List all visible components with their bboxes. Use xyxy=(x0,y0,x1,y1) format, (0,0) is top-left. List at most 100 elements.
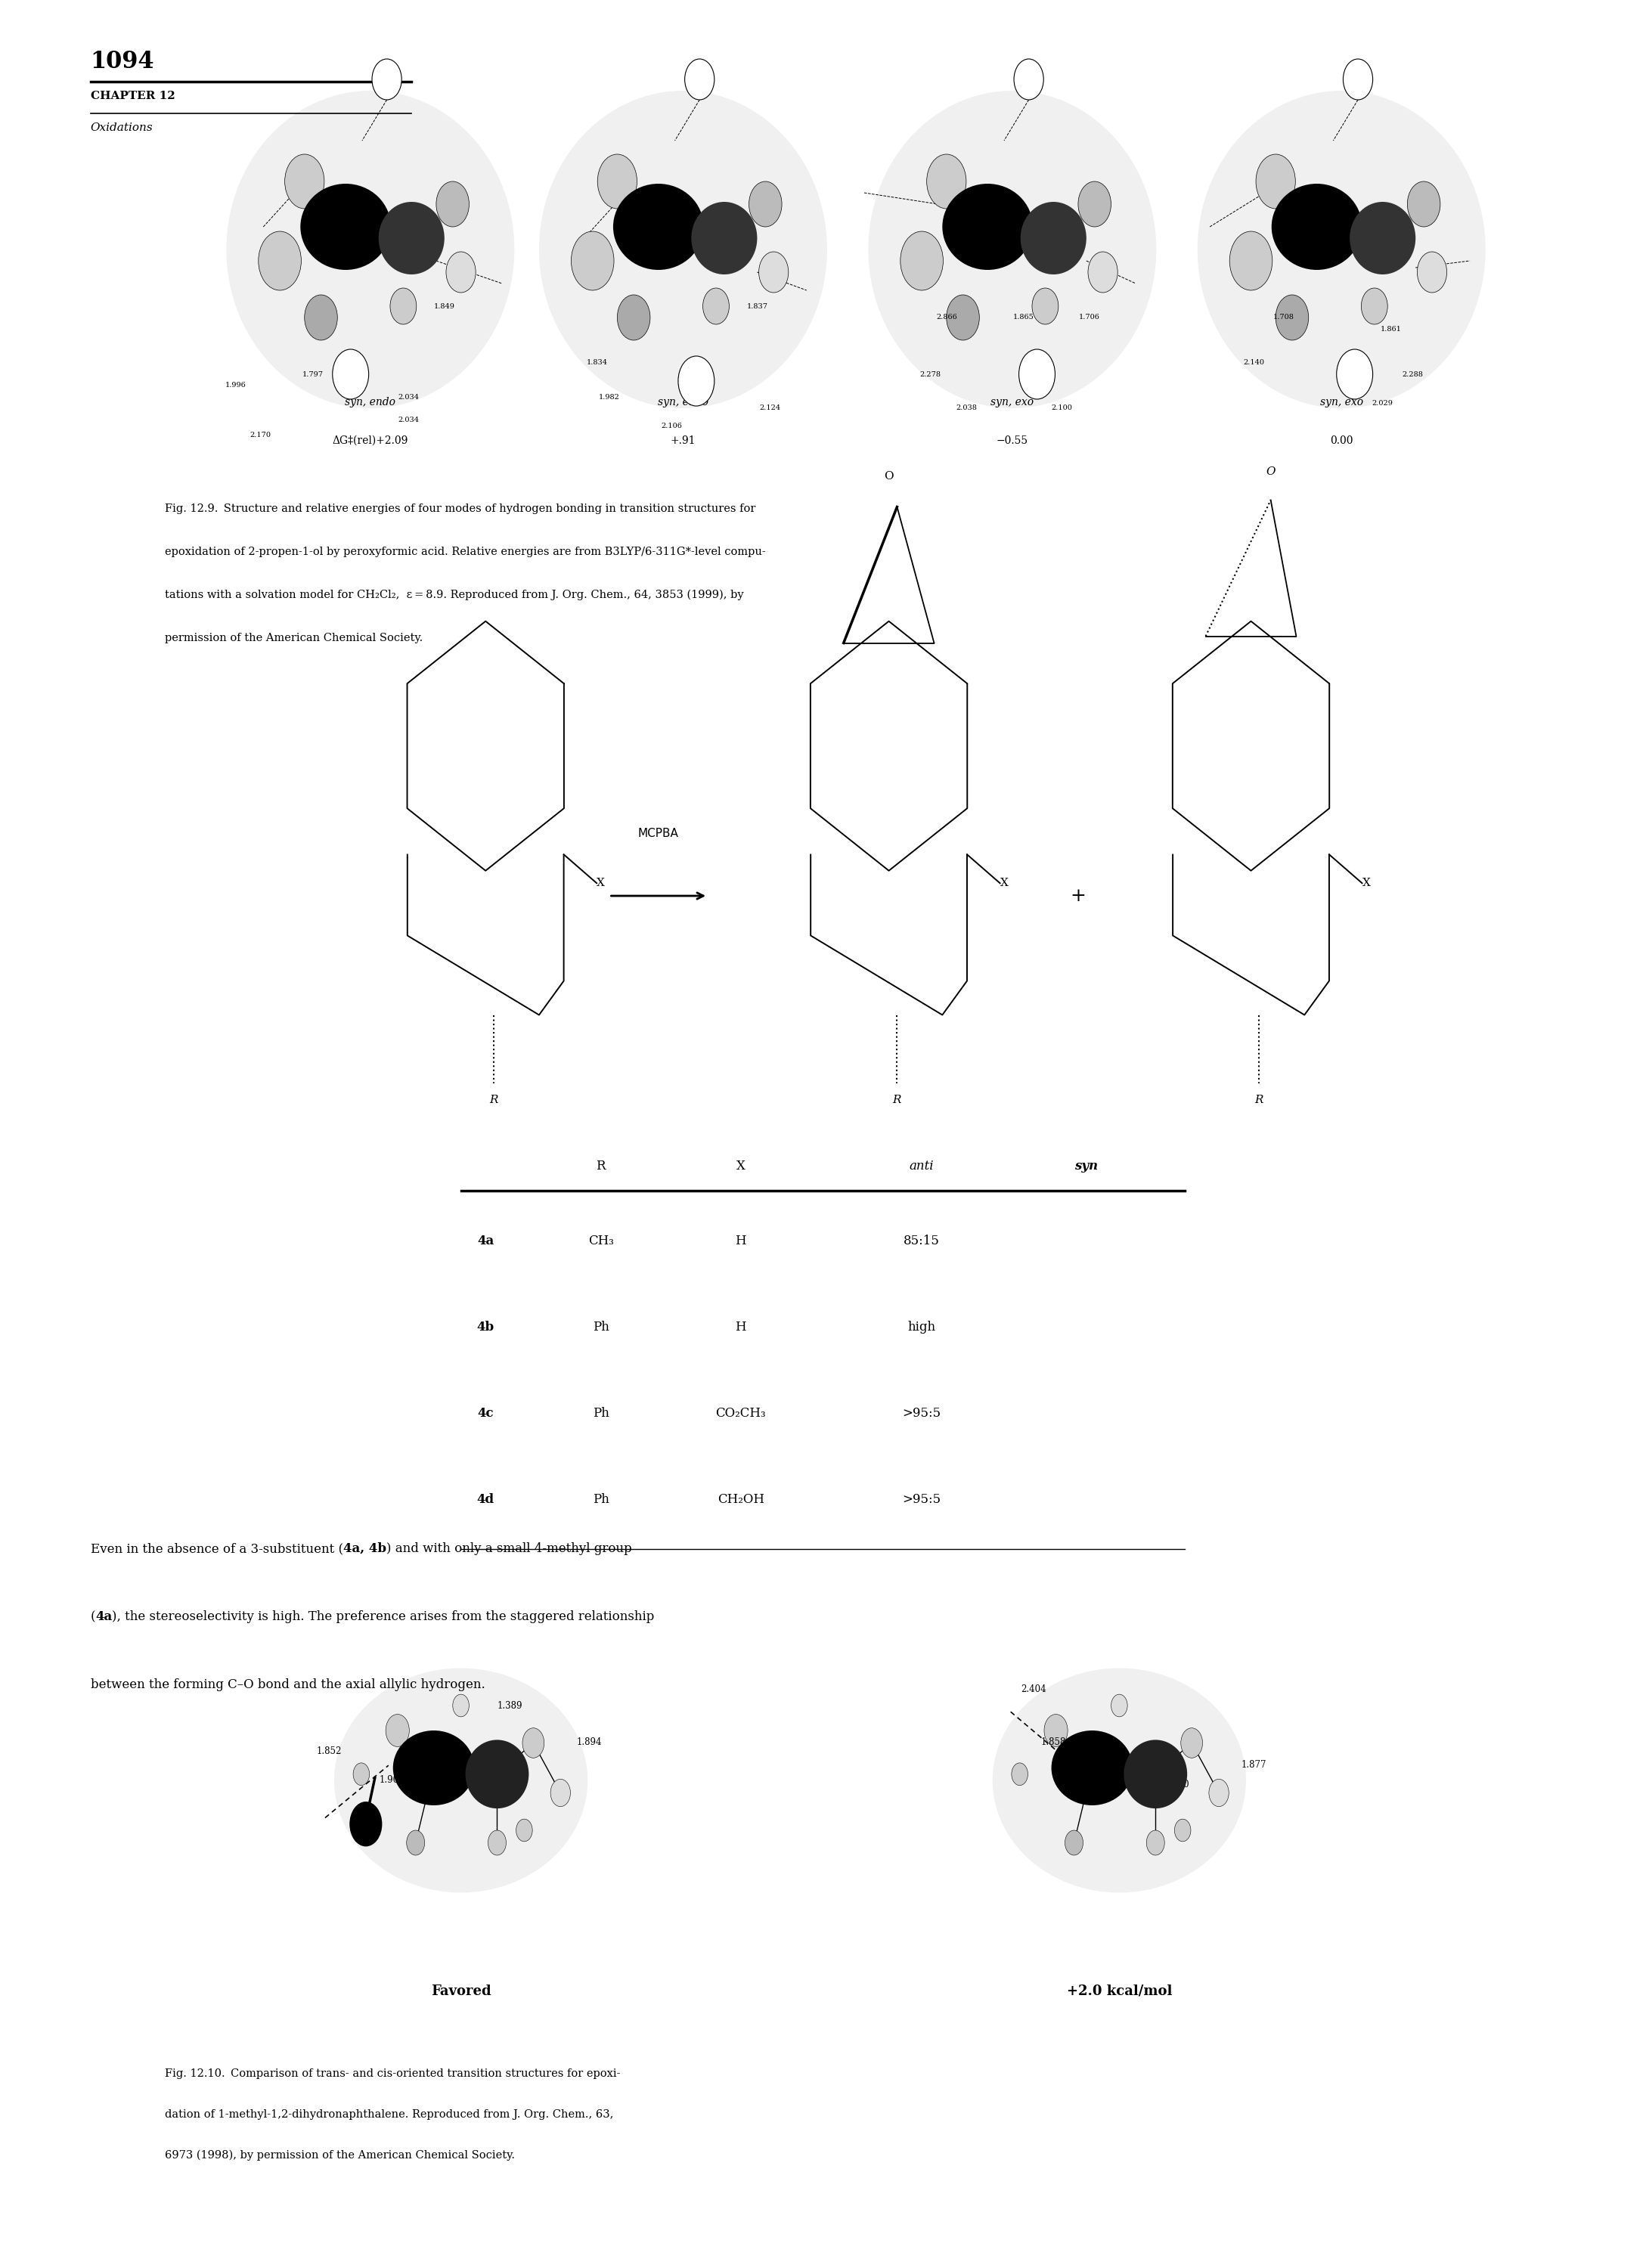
Text: 2.404: 2.404 xyxy=(1021,1685,1047,1694)
Circle shape xyxy=(349,1801,382,1846)
Text: ), the stereoselectivity is high. The preference arises from the staggered relat: ), the stereoselectivity is high. The pr… xyxy=(112,1610,655,1624)
Text: 0.00: 0.00 xyxy=(1330,435,1353,447)
Text: 1.894: 1.894 xyxy=(576,1737,602,1746)
Text: 4c: 4c xyxy=(477,1406,494,1420)
Text: +2.0 kcal/mol: +2.0 kcal/mol xyxy=(1067,1984,1172,1998)
Ellipse shape xyxy=(226,91,514,408)
Text: 4a, 4b: 4a, 4b xyxy=(342,1542,387,1556)
Text: 4a: 4a xyxy=(477,1234,494,1247)
Circle shape xyxy=(332,349,369,399)
Text: H: H xyxy=(736,1320,746,1334)
Circle shape xyxy=(446,252,476,293)
Text: −0.55: −0.55 xyxy=(996,435,1029,447)
Text: between the forming C–O bond and the axial allylic hydrogen.: between the forming C–O bond and the axi… xyxy=(91,1678,486,1692)
Text: R: R xyxy=(892,1095,902,1105)
Ellipse shape xyxy=(1350,202,1416,274)
Circle shape xyxy=(1012,1762,1027,1785)
Circle shape xyxy=(354,1762,369,1785)
Text: 2.278: 2.278 xyxy=(920,370,940,376)
Circle shape xyxy=(258,231,301,290)
Text: 1.982: 1.982 xyxy=(599,395,619,399)
Circle shape xyxy=(703,288,729,324)
Circle shape xyxy=(1065,1830,1083,1855)
Ellipse shape xyxy=(334,1669,588,1892)
Text: Ph: Ph xyxy=(593,1492,609,1506)
Circle shape xyxy=(1088,252,1118,293)
Text: 1.706: 1.706 xyxy=(1080,315,1100,322)
Text: syn, endo: syn, endo xyxy=(346,397,395,408)
Circle shape xyxy=(678,356,714,406)
Circle shape xyxy=(489,1830,507,1855)
Circle shape xyxy=(436,181,469,227)
Text: 2.029: 2.029 xyxy=(1373,399,1393,408)
Ellipse shape xyxy=(379,202,444,274)
Text: X: X xyxy=(1001,878,1007,889)
Ellipse shape xyxy=(691,202,757,274)
Text: 2.038: 2.038 xyxy=(956,404,976,413)
Circle shape xyxy=(1180,1728,1203,1758)
Text: Fig. 12.10. Comparison of trans- and cis-oriented transition structures for epox: Fig. 12.10. Comparison of trans- and cis… xyxy=(165,2068,621,2080)
Text: Ph: Ph xyxy=(593,1320,609,1334)
Circle shape xyxy=(1361,288,1388,324)
Text: O: O xyxy=(884,472,894,481)
Text: 1.877: 1.877 xyxy=(1241,1760,1267,1769)
Text: 1.389: 1.389 xyxy=(497,1701,523,1710)
Text: R: R xyxy=(596,1159,606,1173)
Text: 1.797: 1.797 xyxy=(303,370,323,376)
Circle shape xyxy=(1111,1694,1128,1717)
Ellipse shape xyxy=(869,91,1155,408)
Text: 85:15: 85:15 xyxy=(904,1234,940,1247)
Circle shape xyxy=(1407,181,1440,227)
Text: 1.858: 1.858 xyxy=(1040,1737,1067,1746)
Circle shape xyxy=(390,288,416,324)
Text: >95:5: >95:5 xyxy=(902,1492,942,1506)
Circle shape xyxy=(1078,181,1111,227)
Circle shape xyxy=(1208,1778,1230,1808)
Circle shape xyxy=(1175,1819,1190,1842)
Text: permission of the American Chemical Society.: permission of the American Chemical Soci… xyxy=(165,633,423,644)
Text: high: high xyxy=(907,1320,937,1334)
Text: 1.865: 1.865 xyxy=(1014,315,1034,322)
Text: 4d: 4d xyxy=(477,1492,494,1506)
Circle shape xyxy=(900,231,943,290)
Ellipse shape xyxy=(1271,184,1363,270)
Text: 6973 (1998), by permission of the American Chemical Society.: 6973 (1998), by permission of the Americ… xyxy=(165,2150,515,2161)
Text: 2.100: 2.100 xyxy=(1052,404,1072,413)
Circle shape xyxy=(1276,295,1309,340)
Ellipse shape xyxy=(466,1740,528,1808)
Text: X: X xyxy=(736,1159,746,1173)
Text: CH₂OH: CH₂OH xyxy=(718,1492,764,1506)
Circle shape xyxy=(1230,231,1272,290)
Circle shape xyxy=(385,1715,410,1746)
Text: CH₃: CH₃ xyxy=(588,1234,614,1247)
Ellipse shape xyxy=(612,184,703,270)
Text: syn: syn xyxy=(1075,1159,1098,1173)
Text: 1.852: 1.852 xyxy=(316,1746,342,1755)
Circle shape xyxy=(685,59,714,100)
Text: Favored: Favored xyxy=(431,1984,491,1998)
Circle shape xyxy=(550,1778,571,1808)
Text: 2.288: 2.288 xyxy=(1402,370,1422,376)
Text: syn, endo: syn, endo xyxy=(658,397,708,408)
Circle shape xyxy=(517,1819,532,1842)
Ellipse shape xyxy=(393,1730,474,1805)
Circle shape xyxy=(1044,1715,1068,1746)
Text: syn, exo: syn, exo xyxy=(991,397,1034,408)
Text: Even in the absence of a 3-substituent (: Even in the absence of a 3-substituent ( xyxy=(91,1542,342,1556)
Circle shape xyxy=(571,231,614,290)
Text: >95:5: >95:5 xyxy=(902,1406,942,1420)
Text: X: X xyxy=(1363,878,1369,889)
Text: 1.708: 1.708 xyxy=(1274,315,1294,322)
Circle shape xyxy=(285,154,324,209)
Text: (: ( xyxy=(91,1610,95,1624)
Circle shape xyxy=(759,252,788,293)
Text: ΔG‡(rel)+2.09: ΔG‡(rel)+2.09 xyxy=(332,435,408,447)
Text: dation of 1-methyl-1,2-dihydronaphthalene. Reproduced from J. Org. Chem., 63,: dation of 1-methyl-1,2-dihydronaphthalen… xyxy=(165,2109,614,2121)
Text: anti: anti xyxy=(910,1159,933,1173)
Circle shape xyxy=(305,295,337,340)
Text: 1.849: 1.849 xyxy=(435,304,454,311)
Text: 1.390: 1.390 xyxy=(1164,1780,1190,1789)
Text: tations with a solvation model for CH₂Cl₂,  ε = 8.9. Reproduced from J. Org. Che: tations with a solvation model for CH₂Cl… xyxy=(165,590,744,601)
Text: 2.170: 2.170 xyxy=(250,431,270,440)
Text: +.91: +.91 xyxy=(670,435,696,447)
